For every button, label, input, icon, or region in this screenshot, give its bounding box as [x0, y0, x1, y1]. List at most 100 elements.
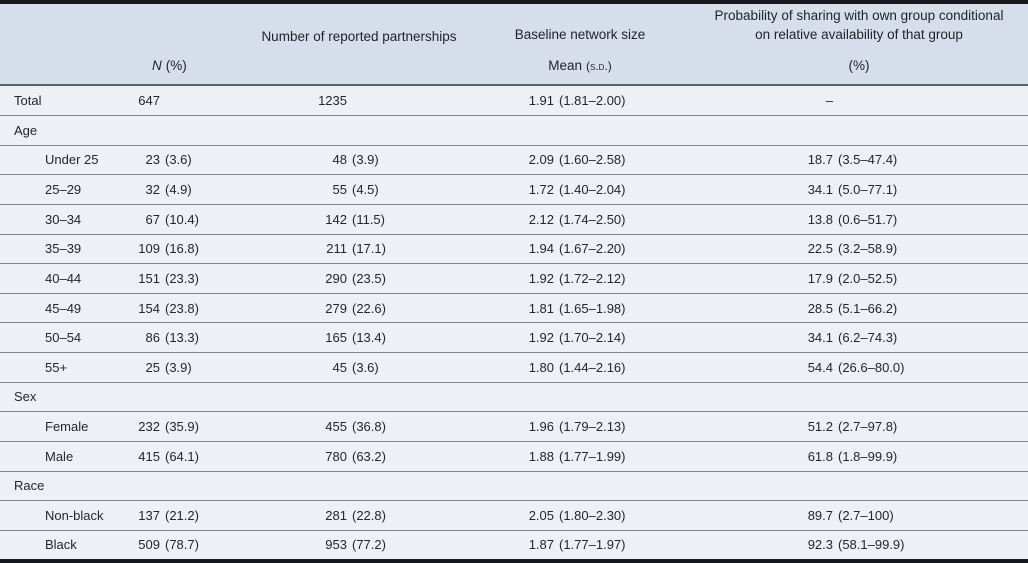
cell-probability: 51.2 (2.7–97.8) [690, 412, 1028, 442]
cell-n-paren: (4.9) [165, 182, 192, 198]
cell-probability-value: – [825, 93, 833, 109]
cell-network-mean-value: 1.81 [528, 300, 554, 316]
cell-n-paren: (35.9) [165, 419, 199, 435]
cell-probability-value: 28.5 [807, 300, 833, 316]
cell-probability: 28.5 (5.1–66.2) [690, 293, 1028, 323]
section-empty-cell [125, 116, 1028, 146]
cell-network-mean: 1.88 (1.77–1.99) [470, 441, 690, 471]
cell-partnerships-value: 48 [332, 152, 347, 168]
cell-partnerships-value: 1235 [318, 93, 347, 109]
cell-partnerships-paren: (22.6) [352, 300, 386, 316]
cell-n-paren: (78.7) [165, 537, 199, 553]
cell-partnerships-paren: (77.2) [352, 537, 386, 553]
section-label: Race [14, 478, 45, 494]
cell-network-mean-paren: (1.77–1.97) [559, 537, 626, 553]
cell-partnerships: 281 (22.8) [248, 501, 470, 531]
cell-probability-paren: (3.5–47.4) [838, 152, 898, 168]
cell-network-mean-paren: (1.79–2.13) [559, 419, 626, 435]
partnerships-title: Number of reported partnerships [261, 28, 457, 44]
cell-partnerships-paren: (4.5) [352, 182, 379, 198]
cell-probability-paren: (3.2–58.9) [838, 241, 898, 257]
cell-n-value: 67 [145, 211, 160, 227]
cell-network-mean: 1.81 (1.65–1.98) [470, 293, 690, 323]
cell-partnerships-value: 165 [325, 330, 347, 346]
cell-n: 509 (78.7) [125, 530, 248, 559]
cell-partnerships: 55 (4.5) [248, 175, 470, 205]
cell-network-mean-paren: (1.40–2.04) [559, 182, 626, 198]
cell-partnerships: 48 (3.9) [248, 145, 470, 175]
cell-network-mean-value: 2.05 [528, 507, 554, 523]
cell-probability-value: 18.7 [807, 152, 833, 168]
cell-partnerships-value: 281 [325, 507, 347, 523]
cell-partnerships: 142 (11.5) [248, 204, 470, 234]
cell-network-mean-paren: (1.44–2.16) [559, 359, 626, 375]
table-row: 55+ 25 (3.9) 45 (3.6) 1.80 (1.44–2.16) 54.4 (26.… [0, 352, 1028, 383]
cell-partnerships-value: 45 [332, 359, 347, 375]
table-row: Under 25 23 (3.6) 48 (3.9) 2.09 (1.60–2.58) 18.… [0, 145, 1028, 175]
cell-partnerships: 953 (77.2) [248, 530, 470, 559]
cell-network-mean: 2.05 (1.80–2.30) [470, 501, 690, 531]
cell-probability-paren: (1.8–99.9) [838, 448, 898, 464]
cell-network-mean-paren: (1.65–1.98) [559, 300, 626, 316]
cell-probability: 34.1 (5.0–77.1) [690, 175, 1028, 205]
cell-network-mean-value: 1.96 [528, 419, 554, 435]
cell-network-mean-value: 2.12 [528, 211, 554, 227]
cell-network-mean: 1.72 (1.40–2.04) [470, 175, 690, 205]
cell-probability: 22.5 (3.2–58.9) [690, 234, 1028, 264]
cell-partnerships: 279 (22.6) [248, 293, 470, 323]
cell-n: 25 (3.9) [125, 353, 248, 383]
cell-partnerships: 165 (13.4) [248, 323, 470, 353]
table-row: 45–49 154 (23.8) 279 (22.6) 1.81 (1.65–1.98) 28… [0, 293, 1028, 323]
cell-probability: 89.7 (2.7–100) [690, 501, 1028, 531]
cell-probability-value: 17.9 [807, 270, 833, 286]
cell-partnerships-paren: (63.2) [352, 448, 386, 464]
row-label: Under 25 [45, 152, 99, 168]
cell-probability: 18.7 (3.5–47.4) [690, 145, 1028, 175]
probability-title-line1: Probability of sharing with own group co… [714, 7, 1004, 23]
cell-n-value: 137 [138, 507, 160, 523]
cell-partnerships: 45 (3.6) [248, 353, 470, 383]
cell-network-mean-paren: (1.77–1.99) [559, 448, 626, 464]
cell-probability: 92.3 (58.1–99.9) [690, 530, 1028, 559]
cell-n-value: 25 [145, 359, 160, 375]
cell-network-mean-value: 1.72 [528, 182, 554, 198]
cell-n: 137 (21.2) [125, 501, 248, 531]
cell-probability-paren: (5.0–77.1) [838, 182, 898, 198]
section-label: Age [14, 122, 38, 138]
cell-probability-value: 92.3 [807, 537, 833, 553]
cell-probability-paren: (2.7–100) [838, 507, 894, 523]
cell-partnerships-value: 953 [325, 537, 347, 553]
cell-network-mean-paren: (1.60–2.58) [559, 152, 626, 168]
cell-partnerships: 455 (36.8) [248, 412, 470, 442]
section-empty-cell [125, 382, 1028, 412]
cell-probability-value: 13.8 [807, 211, 833, 227]
cell-network-mean-value: 1.87 [528, 537, 554, 553]
cell-n-paren: (21.2) [165, 507, 199, 523]
cell-n-paren: (10.4) [165, 211, 199, 227]
cell-partnerships-paren: (13.4) [352, 330, 386, 346]
cell-n-paren: (16.8) [165, 241, 199, 257]
cell-network-mean: 1.91 (1.81–2.00) [470, 85, 690, 116]
cell-partnerships-value: 290 [325, 270, 347, 286]
sd-label: (s.d.) [586, 58, 612, 73]
row-label: 30–34 [45, 211, 82, 227]
cell-network-mean-paren: (1.81–2.00) [559, 93, 626, 109]
cell-probability-paren: (6.2–74.3) [838, 330, 898, 346]
cell-probability-value: 61.8 [807, 448, 833, 464]
cell-probability: 34.1 (6.2–74.3) [690, 323, 1028, 353]
cell-n-paren: (3.9) [165, 359, 192, 375]
mean-label: Mean [548, 57, 582, 73]
table-row: Black 509 (78.7) 953 (77.2) 1.87 (1.77–1.97) 92… [0, 530, 1028, 559]
row-label: Black [45, 537, 77, 553]
cell-probability: 54.4 (26.6–80.0) [690, 353, 1028, 383]
row-label: Non-black [45, 507, 104, 523]
cell-n-value: 109 [138, 241, 160, 257]
section-row: Sex [0, 382, 1028, 412]
cell-partnerships: 211 (17.1) [248, 234, 470, 264]
cell-n: 151 (23.3) [125, 264, 248, 294]
row-label: 50–54 [45, 330, 82, 346]
cell-probability-value: 34.1 [807, 182, 833, 198]
cell-partnerships: 780 (63.2) [248, 441, 470, 471]
cell-partnerships-value: 279 [325, 300, 347, 316]
cell-probability-value: 34.1 [807, 330, 833, 346]
